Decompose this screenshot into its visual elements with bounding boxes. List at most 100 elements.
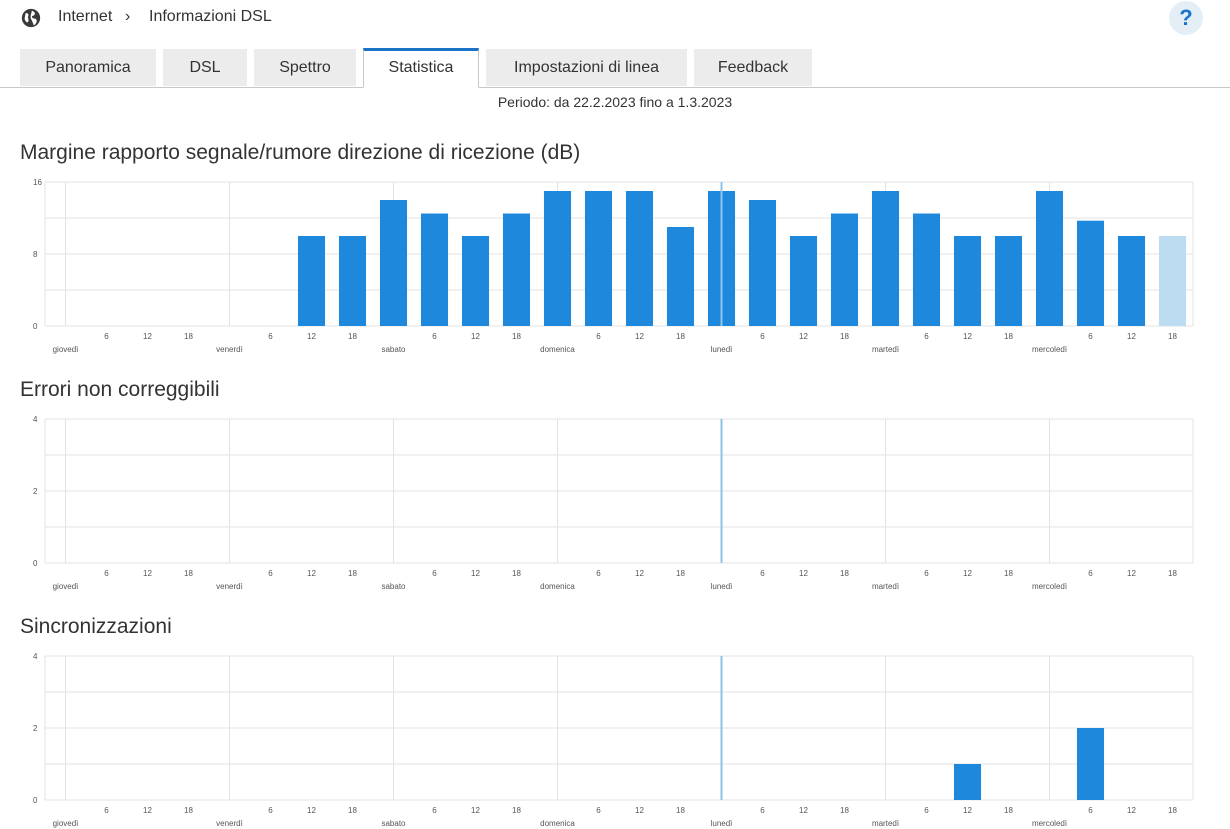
- x-day-label: sabato: [381, 582, 406, 591]
- breadcrumb-separator-icon: ›: [125, 8, 131, 25]
- chart-title-errors: Errori non correggibili: [20, 378, 220, 401]
- x-tick-label: 6: [268, 332, 273, 341]
- y-tick-label: 2: [33, 487, 38, 496]
- x-tick-label: 6: [760, 806, 765, 815]
- x-tick-label: 6: [268, 569, 273, 578]
- y-tick-label: 0: [33, 796, 38, 805]
- bar: [1076, 220, 1105, 326]
- page-header: Internet › Informazioni DSL ?: [0, 0, 1230, 40]
- y-tick-label: 0: [33, 322, 38, 331]
- uncorrectable-errors-chart: 0 2 4 6 12 18 6 12 18 6 12 18 6 12 18 6 12 18 6 12 18 6 12 18 gi…: [33, 415, 1194, 591]
- bar: [871, 191, 900, 326]
- x-tick-label: 6: [760, 332, 765, 341]
- x-day-label: mercoledì: [1032, 345, 1067, 354]
- x-day-label: venerdì: [216, 345, 243, 354]
- x-tick-label: 12: [143, 569, 152, 578]
- help-button[interactable]: ?: [1169, 1, 1203, 35]
- bar: [379, 200, 408, 326]
- x-tick-label: 18: [348, 569, 357, 578]
- x-tick-label: 6: [1088, 569, 1093, 578]
- bar: [953, 764, 982, 800]
- bar: [1076, 728, 1105, 800]
- x-day-label: domenica: [540, 582, 575, 591]
- breadcrumb-dsl-info: Informazioni DSL: [149, 8, 272, 25]
- x-tick-label: 12: [471, 332, 480, 341]
- x-tick-label: 18: [1004, 806, 1013, 815]
- bar: [1117, 236, 1146, 326]
- x-tick-label: 18: [512, 569, 521, 578]
- tab-dsl[interactable]: DSL: [163, 49, 247, 86]
- x-tick-label: 6: [924, 332, 929, 341]
- bar: [789, 236, 818, 326]
- x-tick-label: 18: [840, 332, 849, 341]
- x-day-label: sabato: [381, 819, 406, 828]
- x-tick-label: 12: [1127, 806, 1136, 815]
- tab-statistica[interactable]: Statistica: [363, 48, 479, 88]
- x-tick-label: 12: [143, 332, 152, 341]
- x-tick-label: 6: [924, 806, 929, 815]
- x-tick-label: 6: [104, 569, 109, 578]
- tab-impostazioni-di-linea[interactable]: Impostazioni di linea: [486, 49, 687, 86]
- x-tick-label: 18: [184, 332, 193, 341]
- x-tick-label: 6: [104, 332, 109, 341]
- x-tick-label: 12: [635, 569, 644, 578]
- x-tick-label: 18: [512, 806, 521, 815]
- x-tick-label: 6: [1088, 806, 1093, 815]
- x-tick-label: 12: [963, 332, 972, 341]
- x-day-label: venerdì: [216, 582, 243, 591]
- x-tick-label: 18: [840, 569, 849, 578]
- x-tick-label: 12: [307, 569, 316, 578]
- bar: [420, 213, 449, 326]
- x-tick-label: 18: [1004, 332, 1013, 341]
- x-day-label: martedì: [872, 819, 899, 828]
- x-tick-label: 6: [596, 806, 601, 815]
- x-tick-label: 18: [840, 806, 849, 815]
- tab-feedback[interactable]: Feedback: [694, 49, 812, 86]
- x-tick-label: 12: [1127, 332, 1136, 341]
- y-tick-label: 2: [33, 724, 38, 733]
- y-tick-label: 4: [33, 652, 38, 661]
- bar: [666, 227, 695, 326]
- x-day-label: sabato: [381, 345, 406, 354]
- bar: [584, 191, 613, 326]
- bar: [543, 191, 572, 326]
- x-tick-label: 12: [635, 332, 644, 341]
- x-day-label: martedì: [872, 345, 899, 354]
- x-day-label: martedì: [872, 582, 899, 591]
- x-day-label: lunedì: [711, 819, 733, 828]
- x-tick-label: 6: [432, 332, 437, 341]
- x-tick-label: 12: [635, 806, 644, 815]
- x-tick-label: 6: [1088, 332, 1093, 341]
- bar: [912, 213, 941, 326]
- bar: [748, 200, 777, 326]
- x-day-label: mercoledì: [1032, 819, 1067, 828]
- x-tick-label: 12: [471, 806, 480, 815]
- tab-panoramica[interactable]: Panoramica: [20, 49, 156, 86]
- x-tick-label: 6: [104, 806, 109, 815]
- breadcrumb-internet[interactable]: Internet: [58, 8, 113, 25]
- x-tick-label: 18: [184, 806, 193, 815]
- bar: [502, 213, 531, 326]
- x-tick-label: 12: [143, 806, 152, 815]
- chart-title-snr: Margine rapporto segnale/rumore direzion…: [20, 141, 581, 164]
- x-day-label: giovedì: [53, 819, 79, 828]
- x-day-label: venerdì: [216, 819, 243, 828]
- x-tick-label: 6: [268, 806, 273, 815]
- bar-current: [1158, 236, 1187, 326]
- tab-spettro[interactable]: Spettro: [254, 49, 356, 86]
- x-tick-label: 12: [307, 806, 316, 815]
- globe-icon: [21, 8, 41, 28]
- bar: [297, 236, 326, 326]
- bar: [994, 236, 1023, 326]
- x-tick-label: 6: [760, 569, 765, 578]
- x-day-label: lunedì: [711, 345, 733, 354]
- bar: [338, 236, 367, 326]
- x-tick-label: 12: [963, 806, 972, 815]
- snr-margin-chart: 0 8 16 6 12 18 6 12 18 6 12 18 6 12 18 6 12 18 6 12 18 6 12 18 g…: [33, 178, 1194, 354]
- x-tick-label: 12: [963, 569, 972, 578]
- x-tick-label: 18: [348, 332, 357, 341]
- y-tick-label: 0: [33, 559, 38, 568]
- x-tick-label: 18: [1168, 806, 1177, 815]
- x-tick-label: 18: [1168, 332, 1177, 341]
- x-tick-label: 18: [348, 806, 357, 815]
